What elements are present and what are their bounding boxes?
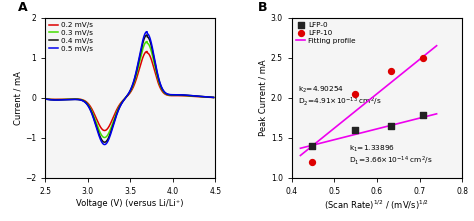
0.3 mV/s [208, 96, 213, 99]
0.2 mV/s [190, 95, 195, 98]
0.4 mV/s [144, 34, 150, 36]
0.4 mV/s [62, 98, 67, 101]
0.2 mV/s [102, 129, 108, 132]
0.3 mV/s [144, 40, 150, 43]
Line: 0.5 mV/s: 0.5 mV/s [45, 32, 214, 145]
Text: B: B [258, 2, 267, 14]
0.5 mV/s [190, 94, 195, 97]
0.4 mV/s [107, 133, 112, 136]
0.3 mV/s [102, 136, 108, 139]
Line: 0.4 mV/s: 0.4 mV/s [45, 35, 214, 142]
0.5 mV/s [72, 98, 77, 101]
LFP-10 [351, 92, 358, 95]
0.4 mV/s [102, 141, 108, 144]
X-axis label: (Scan Rate)$^{1/2}$ / (mV/s)$^{1/2}$: (Scan Rate)$^{1/2}$ / (mV/s)$^{1/2}$ [325, 199, 429, 212]
0.3 mV/s [72, 98, 77, 101]
0.2 mV/s [62, 98, 67, 101]
0.3 mV/s [42, 97, 48, 100]
LFP-0 [387, 124, 395, 128]
0.2 mV/s [72, 98, 77, 100]
Text: D$_2$=4.91×10$^{-13}$ cm$^2$/s: D$_2$=4.91×10$^{-13}$ cm$^2$/s [298, 95, 382, 107]
0.4 mV/s [72, 98, 77, 101]
0.5 mV/s [211, 96, 217, 99]
LFP-10 [387, 70, 395, 73]
0.5 mV/s [107, 135, 112, 138]
0.2 mV/s [211, 96, 217, 99]
0.5 mV/s [144, 30, 150, 33]
Text: A: A [18, 2, 27, 14]
LFP-0 [308, 144, 316, 148]
X-axis label: Voltage (V) (versus Li/Li⁺): Voltage (V) (versus Li/Li⁺) [76, 199, 184, 208]
Fitting profile [298, 147, 303, 150]
Line: Fitting profile: Fitting profile [301, 114, 437, 148]
0.3 mV/s [211, 96, 217, 99]
0.5 mV/s [208, 96, 213, 99]
0.5 mV/s [42, 98, 48, 100]
0.3 mV/s [114, 110, 120, 113]
0.3 mV/s [107, 130, 112, 132]
Text: k$_2$=4.90254: k$_2$=4.90254 [298, 84, 344, 95]
0.5 mV/s [114, 113, 120, 115]
Text: D$_1$=3.66×10$^{-14}$ cm$^2$/s: D$_1$=3.66×10$^{-14}$ cm$^2$/s [349, 155, 433, 167]
0.4 mV/s [211, 96, 217, 99]
0.5 mV/s [62, 99, 67, 101]
LFP-0 [419, 114, 427, 117]
Y-axis label: Current / mA: Current / mA [13, 71, 22, 125]
Text: k$_1$=1.33896: k$_1$=1.33896 [349, 144, 395, 154]
Y-axis label: Peak Current / mA: Peak Current / mA [259, 59, 268, 136]
0.3 mV/s [190, 95, 195, 97]
Fitting profile [434, 112, 439, 115]
0.2 mV/s [114, 108, 120, 110]
LFP-10 [308, 160, 316, 164]
0.2 mV/s [42, 97, 48, 100]
Legend: LFP-0, LFP-10, Fitting profile: LFP-0, LFP-10, Fitting profile [294, 20, 357, 46]
0.4 mV/s [42, 98, 48, 100]
Line: 0.3 mV/s: 0.3 mV/s [45, 42, 214, 137]
Line: 0.2 mV/s: 0.2 mV/s [45, 51, 214, 131]
LFP-0 [351, 128, 358, 131]
0.5 mV/s [102, 143, 108, 146]
0.3 mV/s [62, 98, 67, 101]
0.4 mV/s [114, 112, 120, 114]
LFP-10 [419, 56, 427, 59]
0.2 mV/s [208, 96, 213, 99]
Legend: 0.2 mV/s, 0.3 mV/s, 0.4 mV/s, 0.5 mV/s: 0.2 mV/s, 0.3 mV/s, 0.4 mV/s, 0.5 mV/s [47, 20, 95, 54]
0.2 mV/s [144, 50, 150, 53]
0.2 mV/s [107, 124, 112, 126]
0.4 mV/s [208, 96, 213, 99]
0.4 mV/s [190, 94, 195, 97]
